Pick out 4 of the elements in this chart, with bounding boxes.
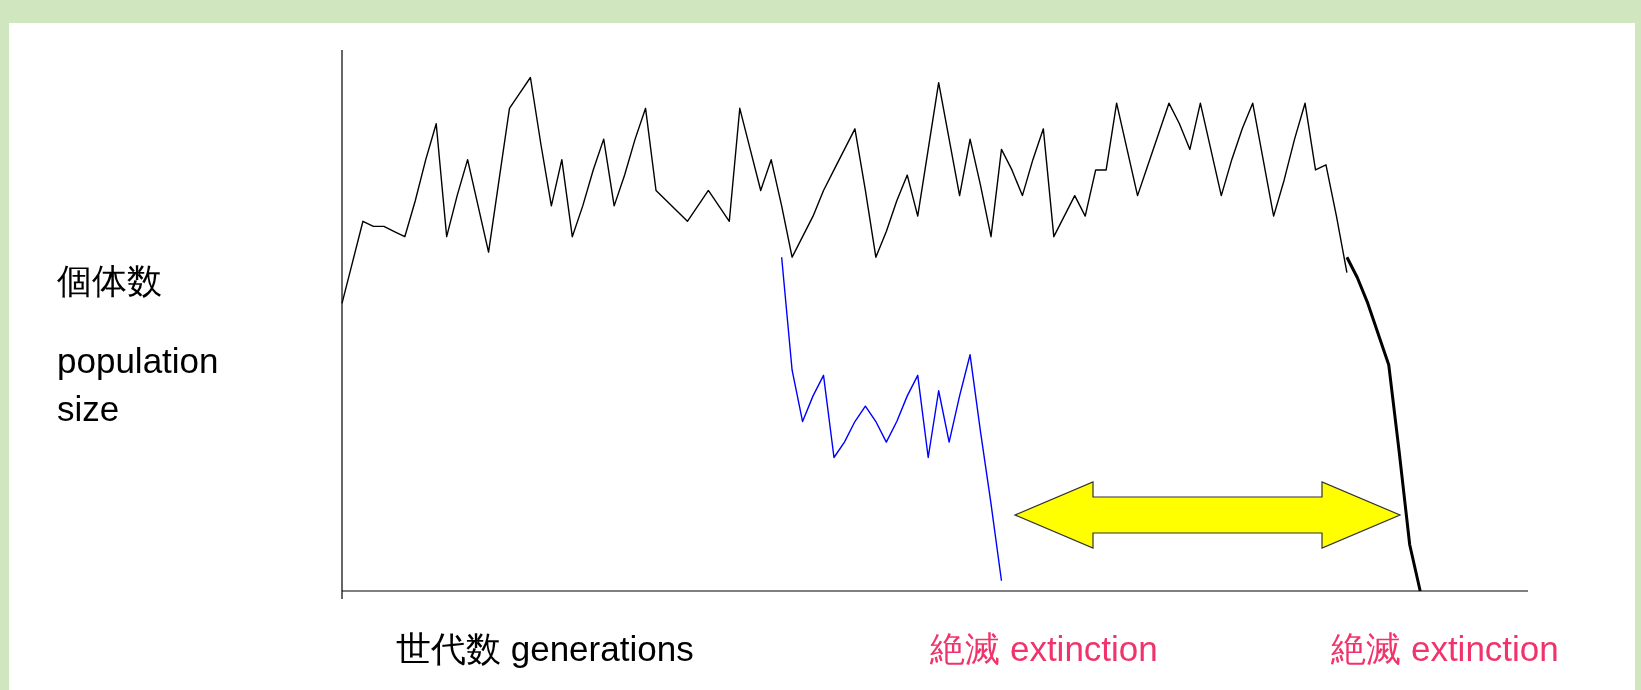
x-axis-title: 世代数 generations <box>396 629 694 668</box>
text: 絶滅 extinction <box>929 629 1158 668</box>
text: 絶滅 extinction <box>1330 629 1559 668</box>
y-axis-title: 個体数 population size <box>57 261 219 428</box>
